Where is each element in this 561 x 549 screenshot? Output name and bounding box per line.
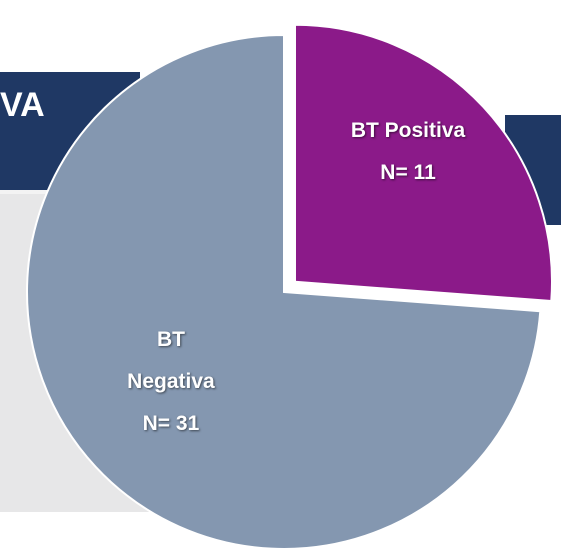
banner-text: VA [0,86,45,124]
slice-value-label: N= 31 [142,411,200,435]
slice-label: BT Positiva [350,118,466,142]
pie-slice [26,33,542,549]
pie-slice [293,23,553,303]
slice-label: BT Negativa [127,327,215,393]
slice-value-label: N= 11 [380,160,436,184]
